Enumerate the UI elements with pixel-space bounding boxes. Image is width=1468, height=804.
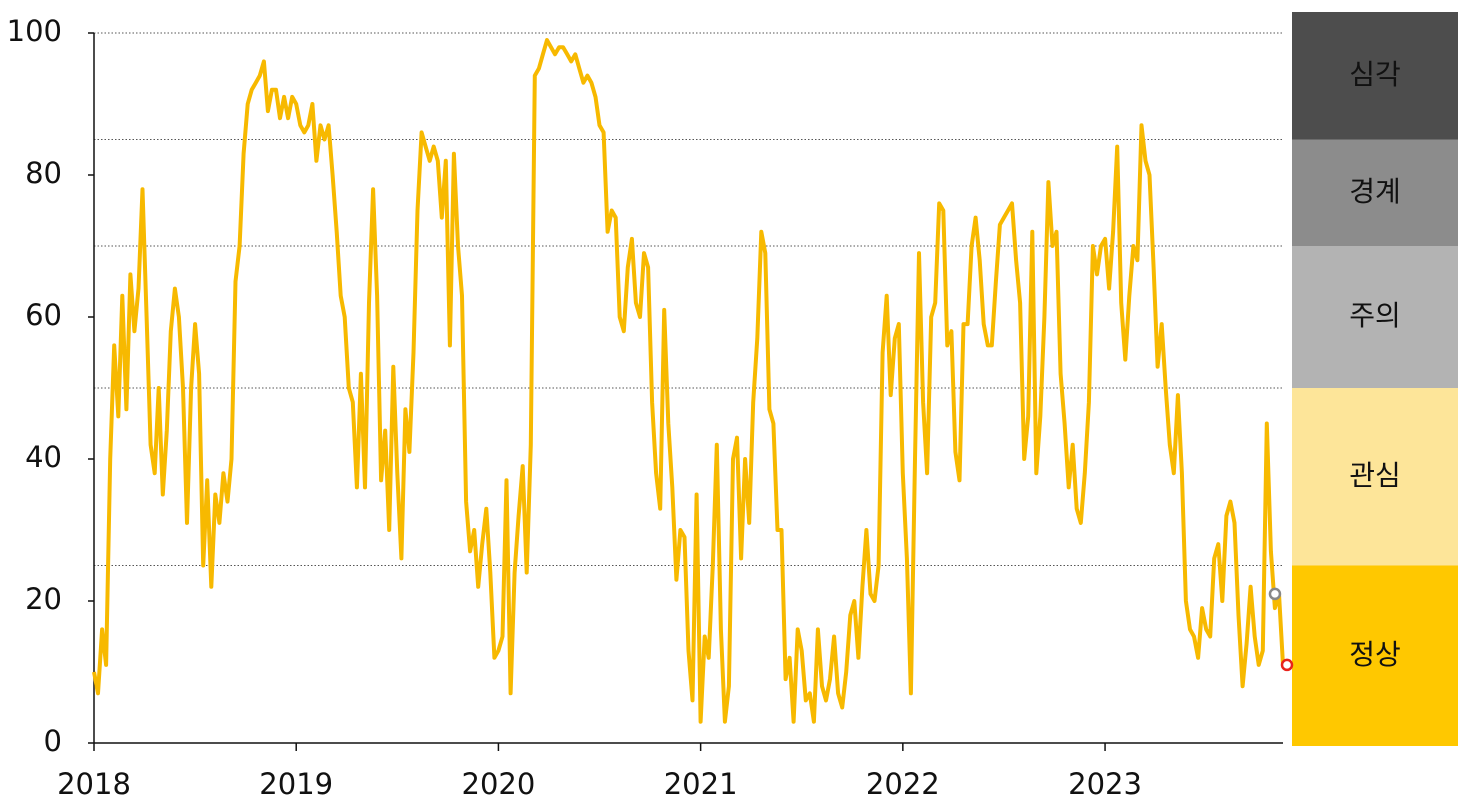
zone-label: 정상 — [1349, 638, 1401, 671]
highlight-point — [1268, 587, 1282, 601]
zone-box — [1292, 246, 1458, 388]
y-tick-label: 100 — [7, 14, 62, 48]
zone-box — [1292, 565, 1458, 746]
x-tick-label: 2019 — [259, 767, 333, 801]
y-tick-label: 80 — [25, 156, 62, 190]
x-tick-label: 2022 — [866, 767, 940, 801]
data-line — [92, 38, 1285, 724]
highlight-point — [1280, 658, 1294, 672]
zone-box — [1292, 139, 1458, 246]
y-tick-label: 0 — [44, 724, 62, 758]
y-tick-label: 40 — [25, 440, 62, 474]
zone-box — [1292, 12, 1458, 140]
x-tick-label: 2023 — [1068, 767, 1142, 801]
x-tick-label: 2018 — [57, 767, 131, 801]
zone-label: 관심 — [1349, 459, 1401, 492]
x-tick-label: 2021 — [664, 767, 738, 801]
zone-box — [1292, 388, 1458, 566]
zone-label: 심각 — [1349, 58, 1401, 91]
zone-label: 경계 — [1349, 175, 1401, 208]
y-tick-label: 20 — [25, 582, 62, 616]
x-tick-label: 2020 — [462, 767, 536, 801]
y-tick-label: 60 — [25, 298, 62, 332]
zone-label: 주의 — [1349, 299, 1401, 332]
